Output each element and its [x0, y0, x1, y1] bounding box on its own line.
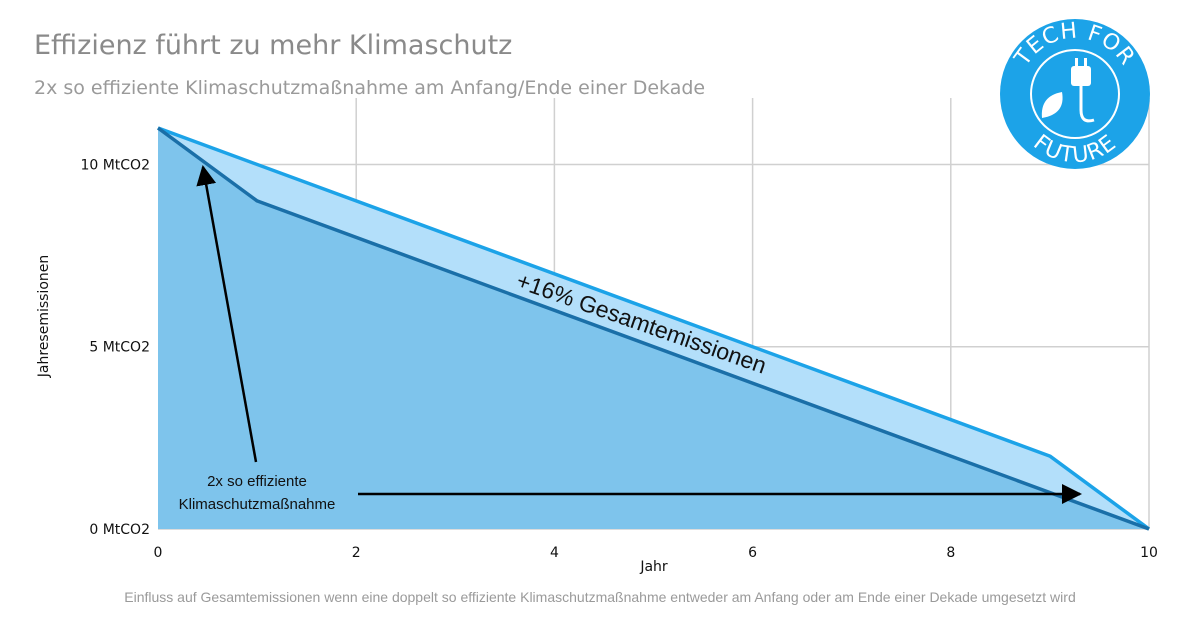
y-tick-label: 0 MtCO2 — [89, 522, 150, 538]
annotation-measure-line2: Klimaschutzmaßnahme — [179, 496, 336, 513]
series-area-1 — [158, 128, 1149, 529]
chart-subtitle: 2x so effiziente Klimaschutzmaßnahme am … — [34, 77, 706, 99]
chart-caption: Einfluss auf Gesamtemissionen wenn eine … — [124, 589, 1076, 605]
y-tick-label: 5 MtCO2 — [89, 340, 150, 356]
x-axis-label: Jahr — [639, 559, 668, 575]
tech-for-future-logo: TECH FOR FUTURE — [1000, 19, 1150, 169]
y-axis-label: Jahresemissionen — [36, 255, 52, 378]
x-tick-label: 8 — [946, 545, 955, 561]
series-line-0 — [157, 126, 1151, 531]
annotation-arrow-early — [196, 165, 258, 463]
chart-title: Effizienz führt zu mehr Klimaschutz — [34, 30, 513, 61]
series-lines — [156, 126, 1151, 531]
x-tick-label: 2 — [352, 545, 361, 561]
x-tick-label: 4 — [550, 545, 559, 561]
x-tick-label: 0 — [154, 545, 163, 561]
series-areas — [158, 128, 1149, 529]
y-tick-label: 10 MtCO2 — [80, 157, 150, 173]
series-line-1 — [156, 126, 1150, 531]
annotation-label-bg — [158, 467, 354, 515]
x-tick-label: 6 — [748, 545, 757, 561]
axis-ticks: 0 2 4 6 8 10 0 MtCO2 5 MtCO2 10 MtCO2 — [80, 157, 1157, 561]
annotation-measure-line1: 2x so effiziente — [207, 473, 307, 490]
x-tick-label: 10 — [1140, 545, 1158, 561]
plug-leaf-icon — [1041, 58, 1095, 123]
